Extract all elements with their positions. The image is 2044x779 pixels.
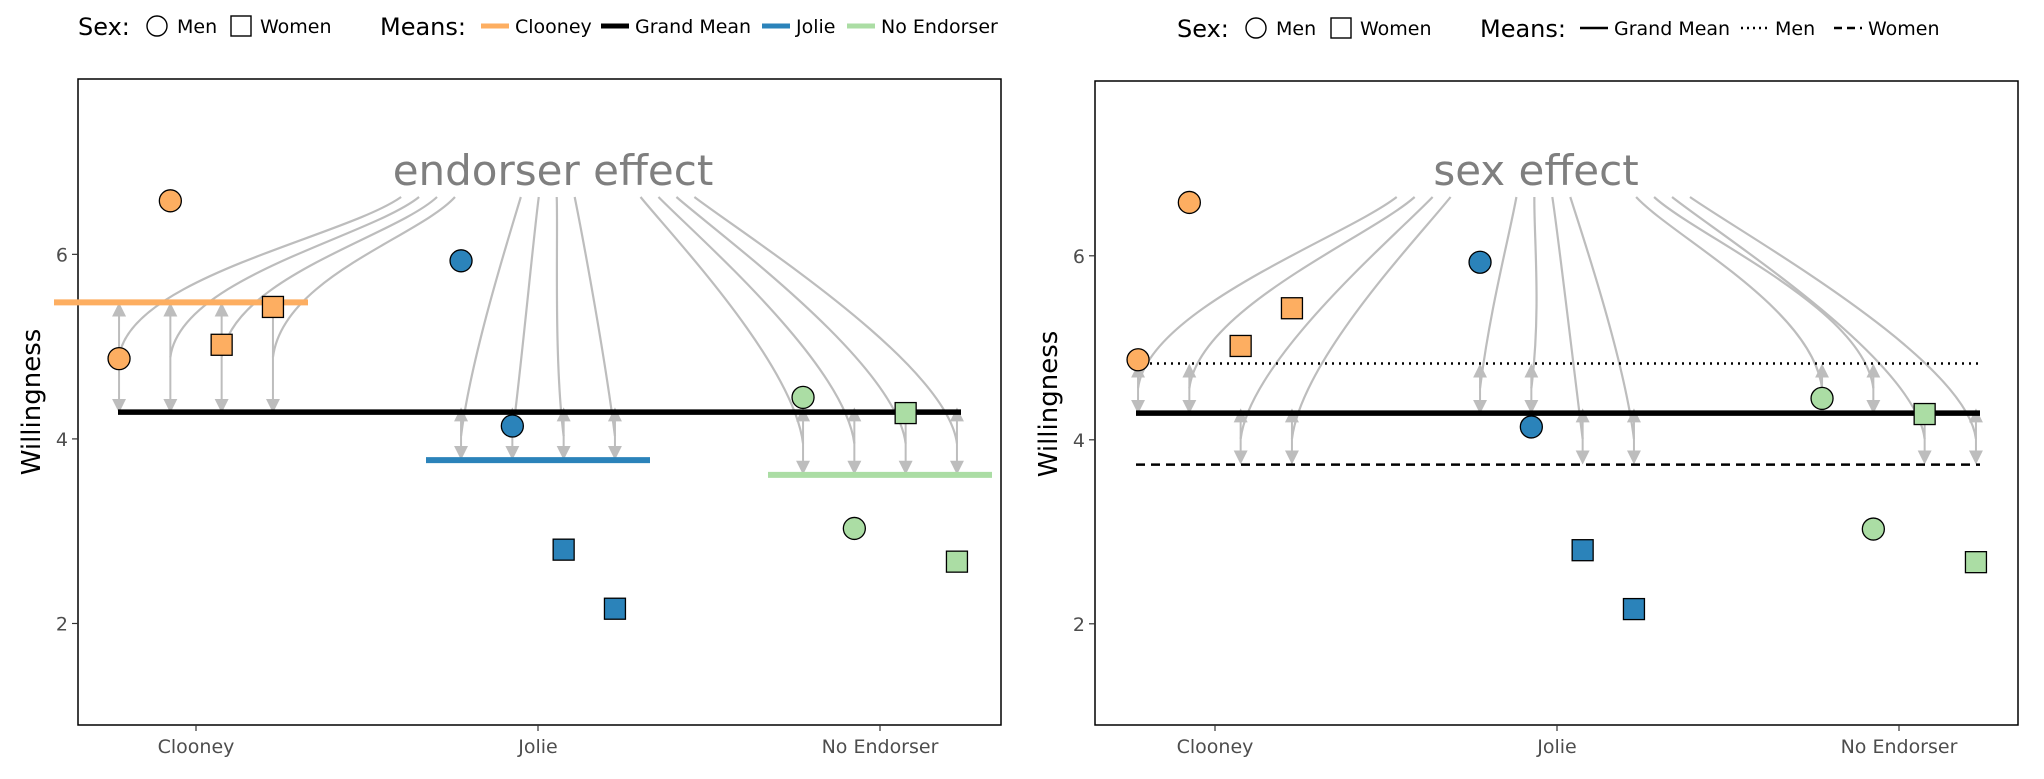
point-clooney-women-3 — [1229, 334, 1252, 358]
x-tick-label-clooney: Clooney — [1177, 736, 1254, 758]
x-tick-label-jolie: Jolie — [517, 736, 557, 758]
annotation-curve-4 — [1290, 196, 1452, 440]
point-jolie-men-6 — [1519, 415, 1543, 439]
annotation-curve-1 — [117, 196, 402, 358]
y-tick-label-2: 2 — [1073, 614, 1085, 636]
ticks-left: 2 4 6 Clooney Jolie No Endorser — [56, 244, 939, 758]
y-tick-label-6: 6 — [56, 244, 68, 266]
annotation-curve-4 — [271, 196, 456, 358]
point-clooney-women-3 — [210, 333, 233, 356]
point-jolie-men-6 — [500, 414, 524, 438]
point-jolie-men-5 — [1468, 250, 1492, 274]
y-tick-label-4: 4 — [1073, 430, 1085, 452]
annotation-curve-8 — [573, 196, 617, 437]
curves-left — [117, 196, 959, 444]
curves-right — [1136, 196, 1978, 440]
point-no-endorser-men-9 — [1810, 386, 1834, 411]
plot-frame-left — [77, 78, 1002, 726]
point-clooney-men-1 — [107, 346, 131, 371]
annotation-curve-3 — [220, 196, 438, 358]
point-clooney-men-1 — [1126, 348, 1150, 372]
legend-right: Sex: Men Women Means: Grand Mean Men Wom… — [1177, 15, 1940, 43]
legend-noendorser-label: No Endorser — [881, 16, 998, 38]
legend-sex-title: Sex: — [78, 13, 130, 41]
y-tick-label-2: 2 — [56, 613, 68, 635]
legend-women-label: Women — [260, 16, 332, 38]
point-clooney-men-2 — [1177, 190, 1201, 215]
point-no-endorser-men-10 — [842, 516, 866, 541]
annotation-curve-6 — [1530, 196, 1538, 389]
legend-clooney-label: Clooney — [515, 16, 592, 38]
legend-women-label-2: Women — [1360, 18, 1432, 40]
annotation-curve-10 — [657, 196, 856, 444]
annotation-curve-6 — [511, 196, 540, 437]
annotation-curve-3 — [1239, 196, 1434, 440]
legend-men-circle-icon-2 — [1245, 17, 1267, 39]
annotation-curve-2 — [169, 196, 420, 358]
annotation-curve-7 — [1551, 196, 1584, 440]
means-right — [1136, 362, 1980, 466]
legend-men-mean-label: Men — [1775, 18, 1815, 40]
means-left — [54, 299, 992, 478]
point-no-endorser-women-11 — [1913, 402, 1936, 426]
point-jolie-men-5 — [449, 249, 473, 273]
legend-means-title: Means: — [380, 13, 466, 41]
annotation-curve-11 — [675, 196, 907, 444]
annotation-curve-2 — [1188, 196, 1416, 389]
annotation-curve-9 — [1635, 196, 1824, 389]
legend-sex-title-2: Sex: — [1177, 15, 1229, 43]
ticks-right: 2 4 6 Clooney Jolie No Endorser — [1073, 246, 1958, 758]
point-no-endorser-women-11 — [894, 401, 917, 425]
annotation-curve-10 — [1653, 196, 1875, 389]
annotation-curve-11 — [1671, 196, 1926, 440]
point-jolie-women-8 — [1622, 597, 1646, 621]
annotation-endorser-effect: endorser effect — [393, 146, 714, 195]
legend-men-circle-icon — [146, 15, 168, 37]
legend-men-label: Men — [177, 16, 217, 38]
point-jolie-women-8 — [603, 597, 627, 620]
point-clooney-women-4 — [261, 295, 285, 319]
legend-grandmean-label-2: Grand Mean — [1614, 18, 1730, 40]
legend-jolie-label: Jolie — [795, 16, 835, 38]
legend-means-title-2: Means: — [1480, 15, 1566, 43]
annotation-curve-12 — [1689, 196, 1978, 440]
point-no-endorser-men-10 — [1861, 517, 1885, 541]
legend-men-label-2: Men — [1276, 18, 1316, 40]
annotation-curve-12 — [693, 196, 959, 444]
legend-left: Sex: Men Women Means: Clooney Grand Mean… — [78, 13, 998, 41]
y-axis-title-right: Willingness — [1034, 331, 1064, 478]
point-no-endorser-women-12 — [945, 550, 969, 573]
x-tick-label-jolie: Jolie — [1536, 736, 1576, 758]
annotation-curve-5 — [459, 196, 522, 437]
y-tick-label-4: 4 — [56, 429, 68, 451]
point-clooney-women-4 — [1280, 297, 1304, 320]
point-clooney-men-2 — [158, 189, 183, 213]
point-no-endorser-men-9 — [791, 385, 815, 410]
points-left — [107, 189, 969, 620]
legend-women-square-icon-2 — [1330, 17, 1352, 39]
point-no-endorser-women-12 — [1964, 551, 1988, 574]
annotation-curve-1 — [1136, 196, 1398, 389]
points-right — [1126, 190, 1988, 621]
annotation-sex-effect: sex effect — [1433, 146, 1638, 195]
legend-women-mean-label: Women — [1868, 18, 1940, 40]
annotation-curve-5 — [1478, 196, 1518, 389]
panel-sex-effect: 2 4 6 Clooney Jolie No Endorser sex effect Wi… — [1034, 80, 2019, 758]
y-tick-label-6: 6 — [1073, 246, 1085, 268]
x-tick-label-no-endorser: No Endorser — [822, 736, 939, 758]
legend-grandmean-label: Grand Mean — [635, 16, 751, 38]
annotation-curve-7 — [555, 196, 565, 437]
point-jolie-women-7 — [552, 538, 575, 561]
legend-women-square-icon — [230, 15, 252, 37]
x-tick-label-clooney: Clooney — [158, 736, 235, 758]
y-axis-title-left: Willingness — [17, 329, 47, 476]
panel-endorser-effect: 2 4 6 Clooney Jolie No Endorser endorser effe… — [17, 78, 1002, 758]
annotation-curve-8 — [1569, 196, 1636, 440]
point-jolie-women-7 — [1571, 539, 1594, 562]
x-tick-label-no-endorser: No Endorser — [1841, 736, 1958, 758]
